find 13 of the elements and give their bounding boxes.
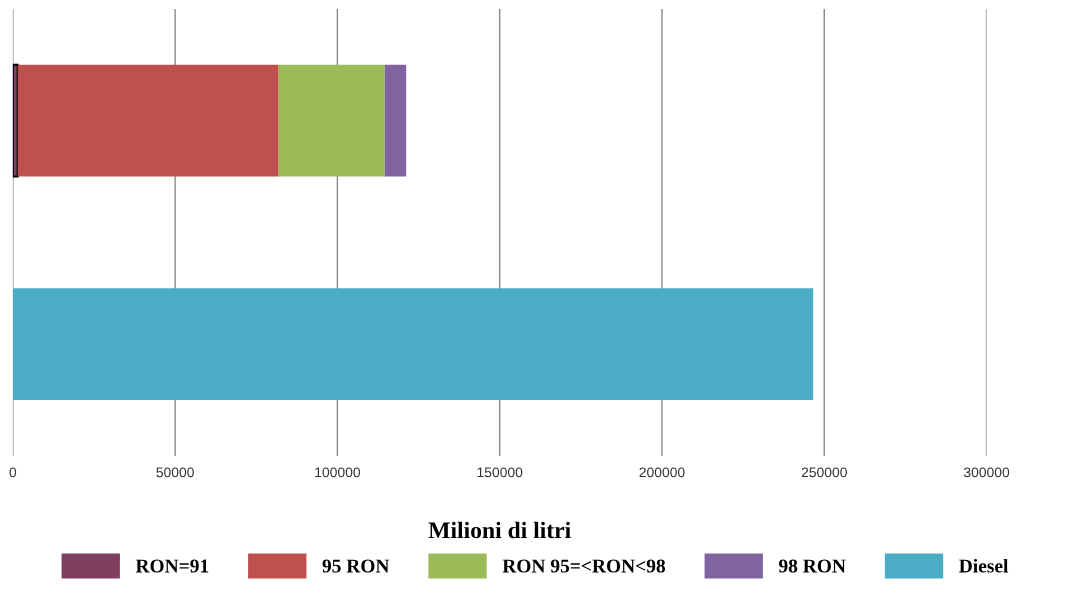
legend-label: 98 RON	[778, 559, 846, 573]
x-tick-label: 100000	[315, 467, 361, 478]
legend-label: Diesel	[959, 558, 1009, 573]
legend-label: RON=91	[135, 559, 209, 573]
x-tick-label: 150000	[477, 467, 523, 478]
x-tick-label: 300000	[963, 467, 1010, 478]
x-tick-label: 50000	[156, 467, 194, 478]
x-tick-label: 250000	[801, 467, 847, 478]
x-axis-title: Milioni di litri	[428, 521, 571, 539]
legend-label: RON 95=<RON<98	[502, 559, 666, 573]
x-tick-label: 200000	[639, 467, 685, 478]
legend-label: 95 RON	[322, 559, 390, 573]
x-tick-label: 0	[9, 467, 17, 478]
